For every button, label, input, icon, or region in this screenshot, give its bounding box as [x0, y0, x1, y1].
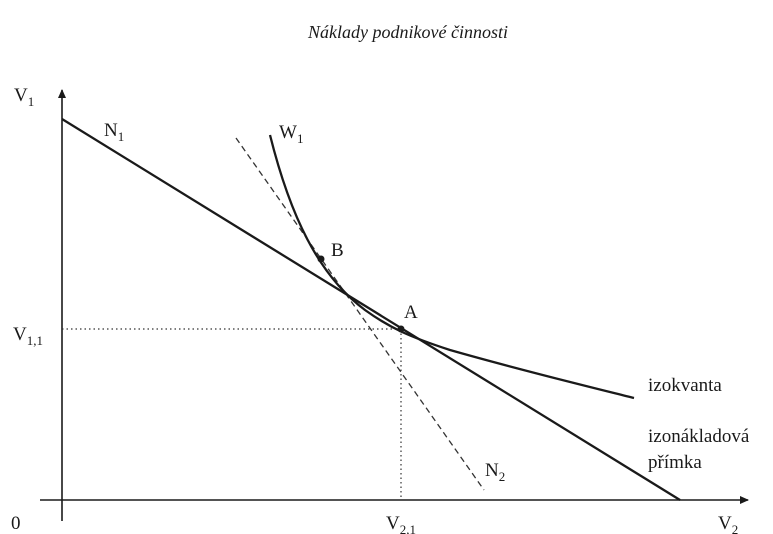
- isocost-annotation-line2: přímka: [648, 452, 702, 473]
- isoquant-annotation: izokvanta: [648, 375, 722, 396]
- point-b-label: B: [331, 240, 344, 261]
- x-axis-label: V2: [718, 513, 738, 534]
- line-label-n2: N2: [485, 460, 505, 484]
- line-label-w1: W1: [279, 122, 303, 146]
- isocost-line-n2: [235, 137, 485, 491]
- y-tick-v11: V1,1: [13, 324, 43, 348]
- line-label-n1: N1: [104, 120, 124, 144]
- isocost-line-n1: [61, 118, 681, 501]
- x-tick-v21: V2,1: [386, 513, 416, 534]
- y-axis-label: V1: [14, 85, 34, 109]
- point-a-marker: [397, 325, 405, 333]
- origin-label: 0: [11, 513, 21, 534]
- point-a-label: A: [404, 302, 418, 323]
- diagram-title: Náklady podnikové činnosti: [307, 22, 508, 42]
- point-b-marker: [317, 255, 325, 263]
- isocost-annotation-line1: izonákladová: [648, 426, 750, 447]
